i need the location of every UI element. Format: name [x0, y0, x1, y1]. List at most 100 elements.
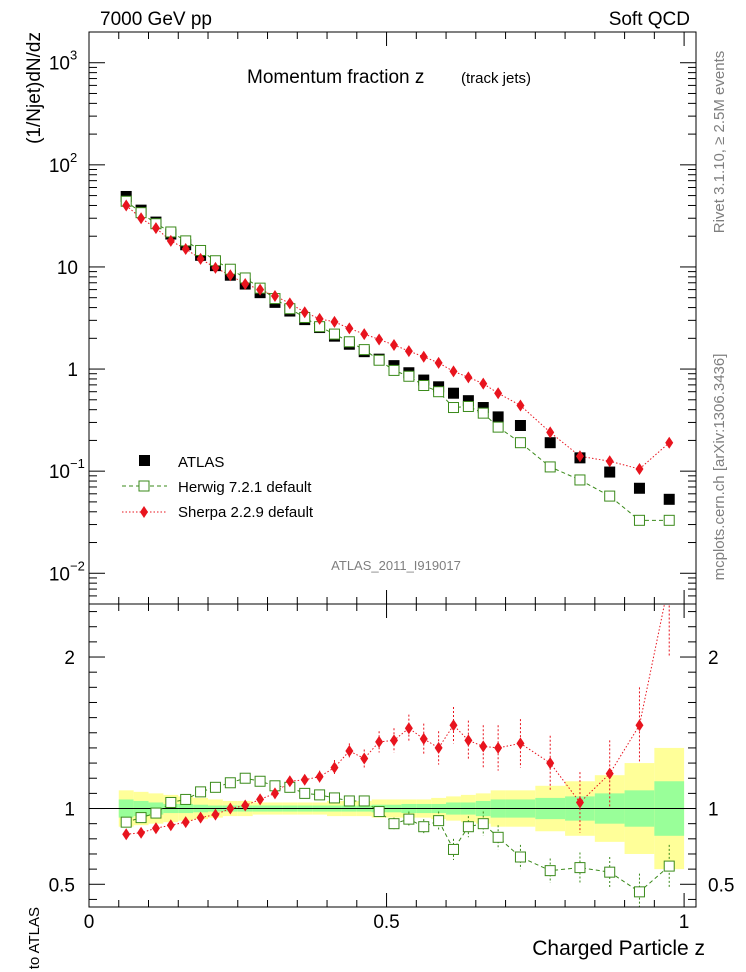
ratio-point-s0-13 — [314, 789, 326, 801]
x-tick-label-1: 0.5 — [373, 912, 399, 933]
ratio-point-s1-0 — [122, 828, 131, 841]
rivet-note: Rivet 3.1.10, ≥ 2.5M events — [711, 51, 728, 234]
legend-sherpa-label: Sherpa 2.2.9 default — [178, 504, 314, 521]
ratio-point-s1-18 — [389, 734, 398, 747]
top-point-s2-6 — [211, 261, 220, 274]
top-point-s2-4 — [181, 242, 190, 255]
ratio-point-s1-26 — [516, 737, 525, 750]
ratio-point-s0-31 — [663, 860, 675, 872]
ratio-series-line-1 — [126, 604, 666, 835]
top-point-s2-19 — [404, 345, 413, 358]
ratio-point-s0-0 — [120, 816, 132, 828]
ratio-point-s0-14 — [328, 792, 340, 804]
ratio-tick-label-right-0: 0.5 — [708, 875, 734, 896]
ratio-point-s1-15 — [345, 744, 354, 757]
legend-sherpa-marker — [140, 506, 148, 518]
top-tick-label-0: 10 — [49, 564, 70, 585]
ratio-point-s1-21 — [434, 741, 443, 754]
top-point-s2-8 — [241, 278, 250, 291]
top-point-s1-21 — [433, 386, 445, 398]
legend-herwig-marker — [138, 480, 150, 492]
legend-entry-sherpa: Sherpa 2.2.9 default — [122, 504, 314, 521]
top-point-s0-22 — [447, 387, 459, 399]
ratio-point-s1-11 — [285, 775, 294, 788]
top-point-s1-19 — [403, 370, 415, 382]
ratio-point-s0-7 — [224, 777, 236, 789]
top-point-s2-22 — [449, 365, 458, 378]
top-point-s0-25 — [492, 411, 504, 423]
top-tick-label-1: 10 — [49, 462, 70, 483]
top-point-s0-23 — [462, 395, 474, 407]
ratio-point-s0-9 — [254, 775, 266, 787]
ratio-series-layer — [120, 575, 675, 907]
ratio-uncertainty-bands — [89, 747, 696, 870]
top-point-s0-29 — [604, 466, 616, 478]
plot-title: Momentum fraction z — [247, 67, 424, 88]
top-series-layer — [120, 190, 675, 526]
top-point-s2-16 — [360, 328, 369, 341]
top-point-s2-15 — [345, 322, 354, 335]
ratio-point-s0-15 — [343, 795, 355, 807]
ratio-point-s1-14 — [330, 761, 339, 774]
top-point-s1-25 — [492, 421, 504, 433]
ratio-point-s1-9 — [256, 793, 265, 806]
ratio-point-s1-23 — [464, 734, 473, 747]
ratio-point-s1-24 — [479, 740, 488, 753]
top-point-s1-14 — [328, 328, 340, 340]
top-point-s2-27 — [546, 426, 555, 439]
top-point-s1-26 — [514, 437, 526, 449]
plot-title-note: (track jets) — [461, 70, 531, 87]
top-point-s1-22 — [447, 402, 459, 414]
ratio-panel-frame — [88, 603, 697, 908]
ratio-point-s1-1 — [137, 826, 146, 839]
ratio-tick-label-left-1: 1 — [64, 800, 75, 821]
top-point-s1-16 — [358, 344, 370, 356]
top-point-s1-29 — [604, 490, 616, 502]
top-tick-label-5: 10 — [49, 54, 70, 75]
top-y-axis-title: (1/Njet)dN/dz — [24, 32, 45, 144]
ratio-point-s1-8 — [241, 799, 250, 812]
top-point-s2-2 — [151, 222, 160, 235]
ratio-point-s0-20 — [418, 821, 430, 833]
ratio-point-s0-25 — [492, 831, 504, 843]
top-point-s0-31 — [663, 493, 675, 505]
top-tick-exponent-5: 3 — [70, 48, 77, 63]
energy-label: 7000 GeV pp — [100, 9, 212, 30]
top-point-s2-14 — [330, 315, 339, 328]
top-point-s1-17 — [373, 354, 385, 366]
top-point-s1-18 — [388, 364, 400, 376]
ratio-point-s1-6 — [211, 808, 220, 821]
top-point-s2-25 — [494, 387, 503, 400]
ratio-point-s1-12 — [300, 773, 309, 786]
ratio-point-s0-26 — [514, 851, 526, 863]
top-point-s2-24 — [479, 377, 488, 390]
ratio-point-s1-17 — [375, 735, 384, 748]
x-tick-label-0: 0 — [84, 912, 95, 933]
top-tick-exponent-1: −1 — [70, 456, 85, 471]
top-point-s2-7 — [226, 269, 235, 282]
ratio-point-s1-25 — [494, 741, 503, 754]
top-point-s2-31 — [665, 436, 674, 449]
ratio-point-s1-28 — [575, 796, 584, 809]
ratio-point-s0-18 — [388, 818, 400, 830]
top-point-s2-1 — [137, 212, 146, 225]
top-point-s2-0 — [122, 199, 131, 212]
ratio-point-s0-24 — [477, 818, 489, 830]
top-point-s2-21 — [434, 356, 443, 369]
ratio-point-s1-31 — [665, 575, 673, 587]
top-point-s2-13 — [315, 312, 324, 325]
top-point-s2-20 — [419, 350, 428, 363]
ratio-point-s0-27 — [544, 865, 556, 877]
ratio-point-s0-2 — [150, 807, 162, 819]
legend-entry-herwig: Herwig 7.2.1 default — [122, 479, 312, 496]
top-point-s2-29 — [605, 455, 614, 468]
top-point-s1-20 — [418, 380, 430, 392]
ratio-tick-label-right-1: 1 — [708, 800, 719, 821]
top-point-s2-9 — [256, 283, 265, 296]
top-point-s1-28 — [574, 474, 586, 486]
ratio-point-s0-4 — [180, 793, 192, 805]
top-point-s0-24 — [477, 402, 489, 414]
top-point-s0-26 — [514, 420, 526, 432]
top-tick-exponent-4: 2 — [70, 150, 77, 165]
